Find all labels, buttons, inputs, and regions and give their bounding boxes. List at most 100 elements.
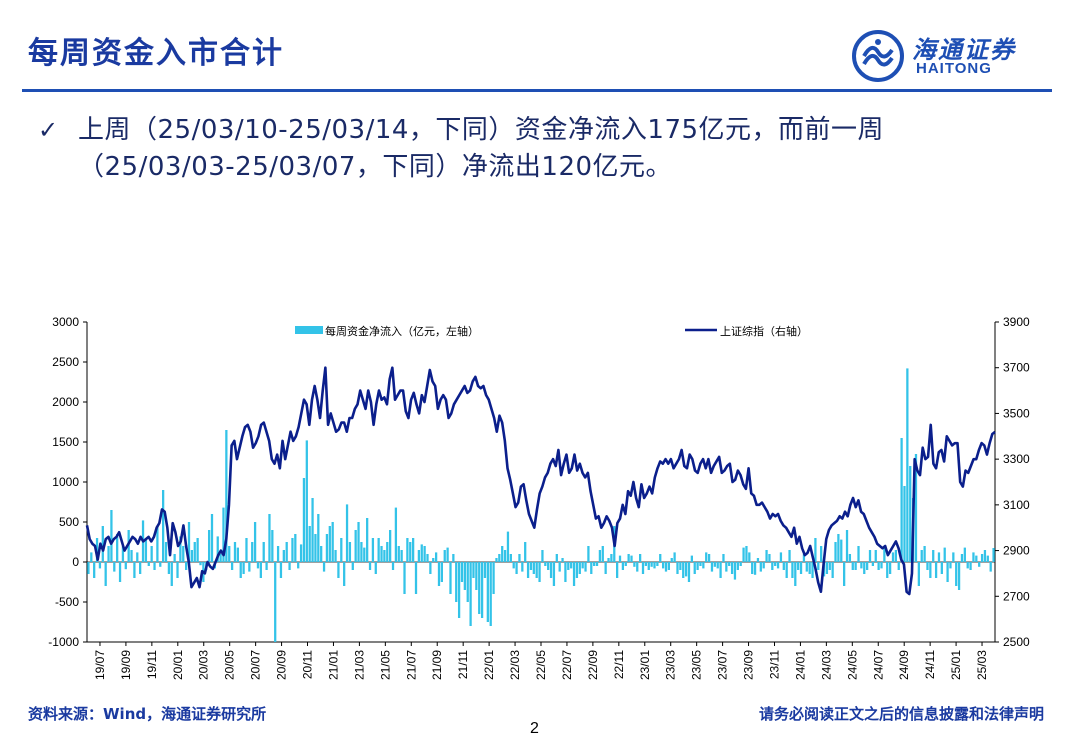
flow-bar [268,514,271,562]
flow-bar [196,538,199,562]
flow-bar [182,546,185,562]
x-tick-label: 22/05 [534,650,548,680]
flow-bar [228,546,231,562]
flow-bar [429,562,432,574]
flow-bar [512,562,515,569]
flow-bar [624,562,627,566]
flow-bar [877,562,880,570]
x-tick-label: 21/07 [404,650,418,680]
flow-bar [558,562,561,572]
flow-bar [495,558,498,562]
flow-bar [722,554,725,562]
flow-bar [917,562,920,586]
flow-bar [248,562,251,572]
flow-bar [469,562,472,626]
flow-bar [547,562,550,570]
x-tick-label: 20/01 [171,650,185,680]
x-tick-label: 20/05 [223,650,237,680]
flow-bar [851,562,854,570]
flow-bar [544,562,547,566]
flow-bar [650,562,653,567]
flow-bar [636,562,639,572]
logo-en-text: HAITONG [916,60,992,77]
flow-bar [199,562,202,566]
flow-bar [437,562,441,586]
x-tick-label: 21/11 [456,650,470,679]
flow-bar [297,562,300,569]
flow-bar [785,562,788,578]
flow-bar [584,562,587,572]
flow-bar [940,562,943,574]
haitong-logo: 海通证券 HAITONG [850,28,1050,84]
x-tick-label: 19/09 [119,650,133,680]
flow-bar [725,562,728,572]
flow-bar [937,552,941,562]
flow-bar [156,526,159,562]
flow-bar [426,554,429,562]
summary-line-2: （25/03/03-25/03/07，下同）净流出120亿元。 [78,152,673,182]
flow-bar [423,546,426,562]
left-tick-label: 2500 [52,355,79,369]
flow-bar [216,536,219,562]
flow-bar [598,550,602,562]
legend-bar-swatch [295,326,323,334]
flow-bar [400,550,403,562]
flow-bar [98,562,102,569]
flow-bar [805,562,808,572]
flow-bar [745,546,748,562]
flow-bar [590,562,593,574]
flow-bar [245,538,248,562]
flow-bar [679,562,682,570]
flow-bar [702,562,705,569]
flow-bar [825,562,829,574]
flow-bar [325,534,329,562]
flow-bar [498,554,501,562]
flow-bar [230,562,234,570]
flow-bar [774,562,777,566]
flow-bar [501,546,504,562]
flow-bar [406,538,409,562]
flow-bar [187,522,191,562]
flow-bar [676,562,679,574]
flow-bar [239,562,242,578]
left-tick-label: 3000 [52,315,79,329]
x-tick-label: 19/07 [93,650,107,680]
flow-bar [486,562,489,622]
flow-bar [107,546,110,562]
flow-bar [541,550,544,562]
flow-bar [351,562,354,570]
check-icon: ✓ [38,116,59,144]
flow-bar [664,562,668,572]
flow-bar [455,562,458,602]
flow-bar [788,550,791,562]
flow-bar [730,562,734,574]
flow-bar [684,562,688,577]
flow-bar [670,558,673,562]
flow-bar [446,547,449,562]
disclaimer-note: 请务必阅读正文之后的信息披露和法律声明 [758,705,1044,723]
x-tick-label: 21/03 [352,650,366,680]
flow-bar [162,490,165,562]
flow-bar [317,514,320,562]
flow-bar [561,558,564,562]
flow-bar [607,558,610,562]
flow-bar [432,558,435,562]
flow-bar [567,562,570,570]
flow-bar [765,550,768,562]
flow-bar [845,530,849,562]
flow-bar [440,562,444,582]
flow-bar [478,562,481,614]
flow-bar [403,562,406,594]
flow-bar [397,546,400,562]
flow-bar [886,562,889,578]
flow-bar [759,562,762,572]
x-tick-label: 25/01 [949,650,963,680]
flow-bar [526,562,530,578]
flow-bar [808,562,811,574]
flow-bar [972,552,975,562]
x-tick-label: 20/03 [197,650,211,680]
flow-bar [159,562,162,567]
flow-bar [271,530,274,562]
flow-bar [348,542,352,562]
flow-bar [932,550,935,562]
